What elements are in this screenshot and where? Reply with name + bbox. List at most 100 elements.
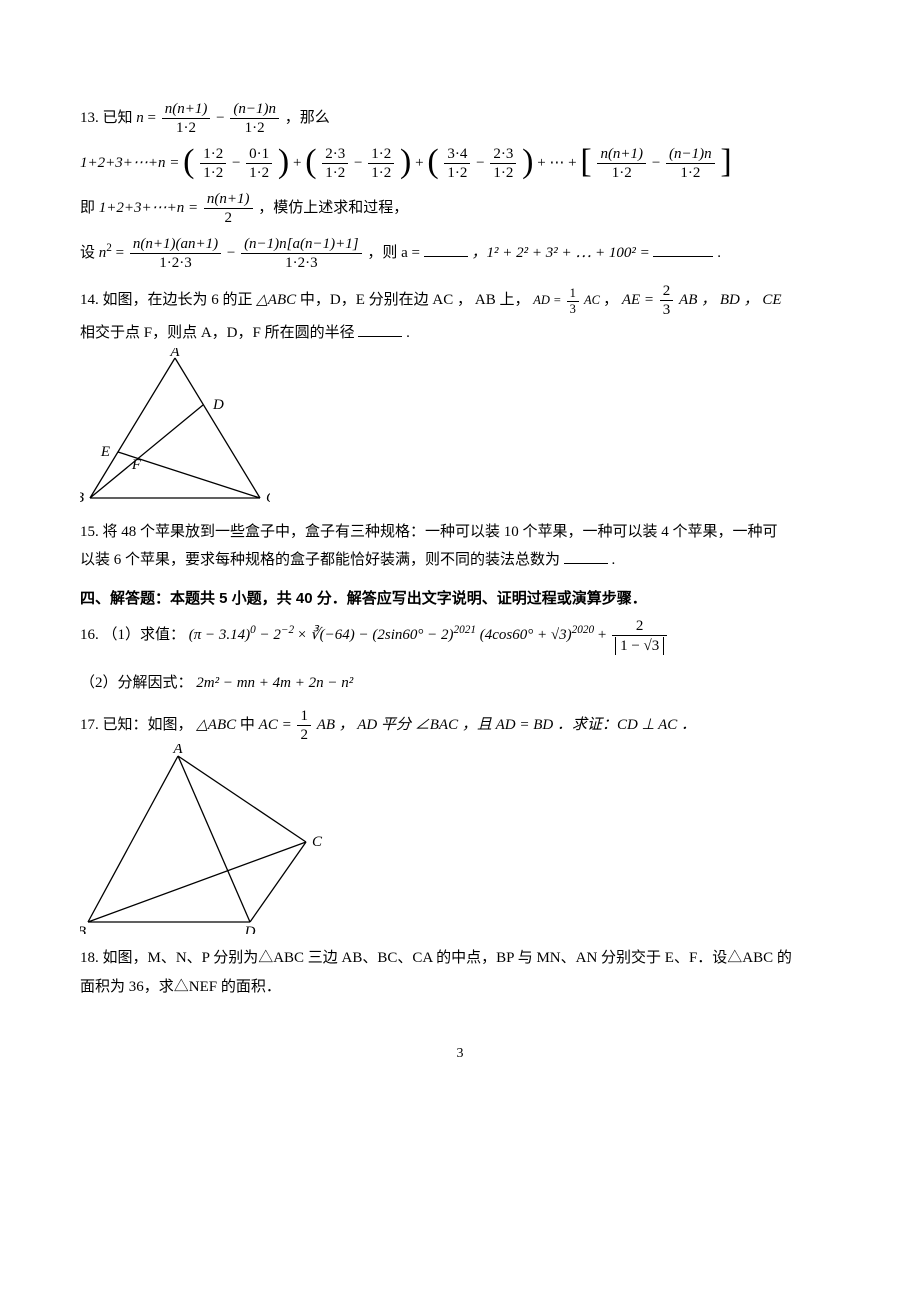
- svg-text:C: C: [266, 490, 270, 506]
- g3bd: 1·2: [490, 164, 516, 182]
- e-t1: (π − 3.14)0: [189, 627, 256, 643]
- section4-title: 四、解答题：本题共 5 小题，共 40 分．解答应写出文字说明、证明过程或演算步…: [80, 585, 840, 614]
- q13-l4-t1d: 1·2·3: [130, 254, 221, 272]
- q16: 16. （1）求值： (π − 3.14)0 − 2−2 × ∛(−64) − …: [80, 617, 840, 697]
- q13-l3-num: n(n+1): [204, 190, 253, 209]
- q13-tail-dot: .: [717, 245, 721, 261]
- q17-acrhs: AB: [317, 717, 335, 733]
- aed: 3: [660, 301, 674, 319]
- q14-a: 14. 如图，在边长为 6 的正: [80, 292, 253, 308]
- q13-l4-pre: 设: [80, 245, 95, 261]
- q14-tail1: ， BD ， CE: [701, 292, 781, 308]
- q15-l2: 以装 6 个苹果，要求每种规格的盒子都能恰好装满，则不同的装法总数为 .: [80, 546, 840, 575]
- q17-diagram: ABDC: [80, 744, 340, 934]
- q13-l4-t2n: (n−1)n[a(n−1)+1]: [241, 235, 362, 254]
- q15-dot: .: [612, 552, 616, 568]
- t4b: − (2sin60° − 2): [359, 627, 454, 643]
- q15-l1: 15. 将 48 个苹果放到一些盒子中，盒子有三种规格：一种可以装 10 个苹果…: [80, 518, 840, 547]
- q14-tri: △ABC: [256, 292, 296, 308]
- abs: 1 − √3: [615, 637, 664, 655]
- q14-l2: 相交于点 F，则点 A，D，F 所在圆的半径: [80, 325, 355, 341]
- svg-text:F: F: [131, 457, 142, 473]
- q17-frac: 12: [297, 707, 311, 744]
- q13-line4: 设 n2 = n(n+1)(an+1) 1·2·3 − (n−1)n[a(n−1…: [80, 235, 840, 272]
- q16-p2-pre: （2）分解因式：: [80, 675, 193, 691]
- q17-line: 17. 已知：如图， △ABC 中 AC = 12 AB ， AD 平分 ∠BA…: [80, 707, 840, 744]
- q13-t2: (n−1)n 1·2: [230, 100, 279, 137]
- q16-p2-expr: 2m² − mn + 4m + 2n − n²: [196, 675, 353, 691]
- g3b: 2·31·2: [490, 145, 516, 182]
- q13-t1-num: n(n+1): [162, 100, 211, 119]
- acn: 1: [297, 707, 311, 726]
- q14-diagram: ABCDEF: [80, 348, 270, 508]
- svg-text:A: A: [169, 348, 180, 360]
- t1b: (π − 3.14): [189, 627, 250, 643]
- gna: n(n+1)1·2: [597, 145, 646, 182]
- q13-known-lhs: n: [136, 110, 144, 126]
- q18-l2: 面积为 36，求△NEF 的面积．: [80, 973, 840, 1002]
- gnad: 1·2: [597, 164, 646, 182]
- q18: 18. 如图，M、N、P 分别为△ABC 三边 AB、BC、CA 的中点，BP …: [80, 944, 840, 1001]
- aer: AB: [679, 292, 697, 308]
- q13-line1: 13. 已知 n = n(n+1) 1·2 − (n−1)n 1·2 ，那么: [80, 100, 840, 137]
- q16-p2: （2）分解因式： 2m² − mn + 4m + 2n − n²: [80, 669, 840, 698]
- q14-ad-lhs: AD =: [533, 293, 561, 307]
- q18-l1: 18. 如图，M、N、P 分别为△ABC 三边 AB、BC、CA 的中点，BP …: [80, 944, 840, 973]
- gnbd: 1·2: [666, 164, 715, 182]
- acd: 2: [297, 726, 311, 744]
- sq: 2: [106, 242, 112, 254]
- q14: 14. 如图，在边长为 6 的正 △ABC 中，D，E 分别在边 AC ， AB…: [80, 282, 840, 508]
- g1an: 1·2: [200, 145, 226, 164]
- g3ad: 1·2: [444, 164, 470, 182]
- q14-dot: .: [406, 325, 410, 341]
- q16-p1: 16. （1）求值： (π − 3.14)0 − 2−2 × ∛(−64) − …: [80, 617, 840, 655]
- q16-p1-pre: 16. （1）求值：: [80, 627, 185, 643]
- g3a: 3·41·2: [444, 145, 470, 182]
- g2a: 2·31·2: [322, 145, 348, 182]
- g1bn: 0·1: [246, 145, 272, 164]
- t2e: −2: [281, 624, 294, 636]
- p2: +: [415, 155, 427, 171]
- q13-l3-den: 2: [204, 209, 253, 227]
- fn: 2: [612, 617, 667, 636]
- g1a: 1·21·2: [200, 145, 226, 182]
- q17-tri: △ABC: [196, 717, 236, 733]
- svg-text:B: B: [80, 490, 84, 506]
- q17-aclhs: AC =: [259, 717, 292, 733]
- q13-prefix: 13. 已知: [80, 110, 133, 126]
- q14-line1: 14. 如图，在边长为 6 的正 △ABC 中，D，E 分别在边 AC ， AB…: [80, 282, 840, 319]
- g2bd: 1·2: [368, 164, 394, 182]
- gnbn: (n−1)n: [666, 145, 715, 164]
- q13-l4-sum: ，1² + 2² + 3² + ⋯ + 100² =: [471, 245, 649, 261]
- q13-t2-num: (n−1)n: [230, 100, 279, 119]
- g2b: 1·21·2: [368, 145, 394, 182]
- m3: −: [476, 155, 488, 171]
- m2: −: [354, 155, 366, 171]
- svg-text:C: C: [312, 834, 323, 850]
- q14-ae-lhs: AE =: [622, 292, 654, 308]
- t2b: − 2: [260, 627, 281, 643]
- eq-sign: =: [148, 110, 160, 126]
- q15-l2t: 以装 6 个苹果，要求每种规格的盒子都能恰好装满，则不同的装法总数为: [80, 552, 560, 568]
- q13-l2-lhs: 1+2+3+⋯+n =: [80, 155, 179, 171]
- adn: 1: [567, 286, 579, 302]
- blank-r: [358, 323, 402, 338]
- add: 3: [567, 302, 579, 317]
- dots: + ⋯ +: [537, 155, 580, 171]
- g2an: 2·3: [322, 145, 348, 164]
- m: −: [232, 155, 244, 171]
- sep1: ，: [603, 292, 618, 308]
- q13-then: ，那么: [285, 110, 330, 126]
- svg-text:B: B: [80, 924, 86, 934]
- q14-line2: 相交于点 F，则点 A，D，F 所在圆的半径 .: [80, 319, 840, 348]
- q13-l4-mid: ，则 a =: [367, 245, 420, 261]
- t5b: (4cos60° + √3): [480, 627, 572, 643]
- e-t4: − (2sin60° − 2)2021: [359, 627, 477, 643]
- q14-ad-frac: 13: [567, 286, 579, 317]
- m5: −: [227, 245, 239, 261]
- q13-l3-tail: ，模仿上述求和过程，: [258, 200, 408, 216]
- e-t5: (4cos60° + √3)2020: [480, 627, 594, 643]
- q14-ad: AD = 13 AC: [533, 293, 603, 307]
- plus: +: [598, 627, 610, 643]
- t4e: 2021: [454, 624, 477, 636]
